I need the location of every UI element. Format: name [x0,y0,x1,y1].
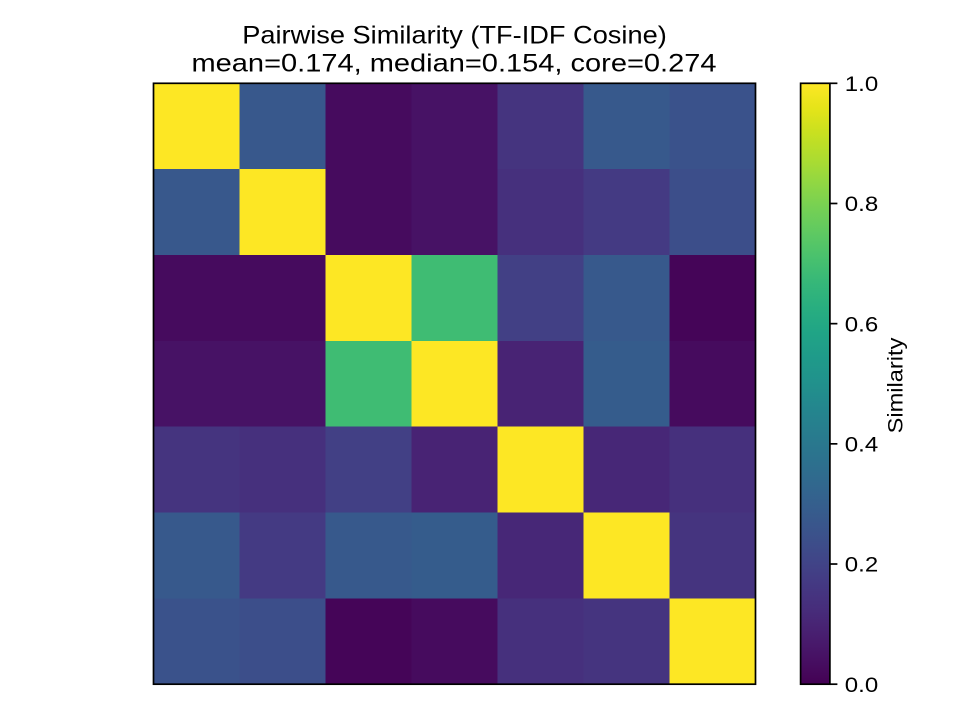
svg-text:0.4: 0.4 [845,432,879,456]
svg-text:Pairwise Similarity (TF-IDF Co: Pairwise Similarity (TF-IDF Cosine) [242,21,667,49]
svg-text:mean=0.174, median=0.154, core: mean=0.174, median=0.154, core=0.274 [192,49,717,77]
svg-text:0.2: 0.2 [845,553,878,577]
svg-text:Similarity: Similarity [883,337,907,433]
svg-text:0.8: 0.8 [845,192,878,216]
svg-text:0.6: 0.6 [845,312,878,336]
svg-text:1.0: 1.0 [845,72,879,96]
svg-text:0.0: 0.0 [845,673,879,697]
